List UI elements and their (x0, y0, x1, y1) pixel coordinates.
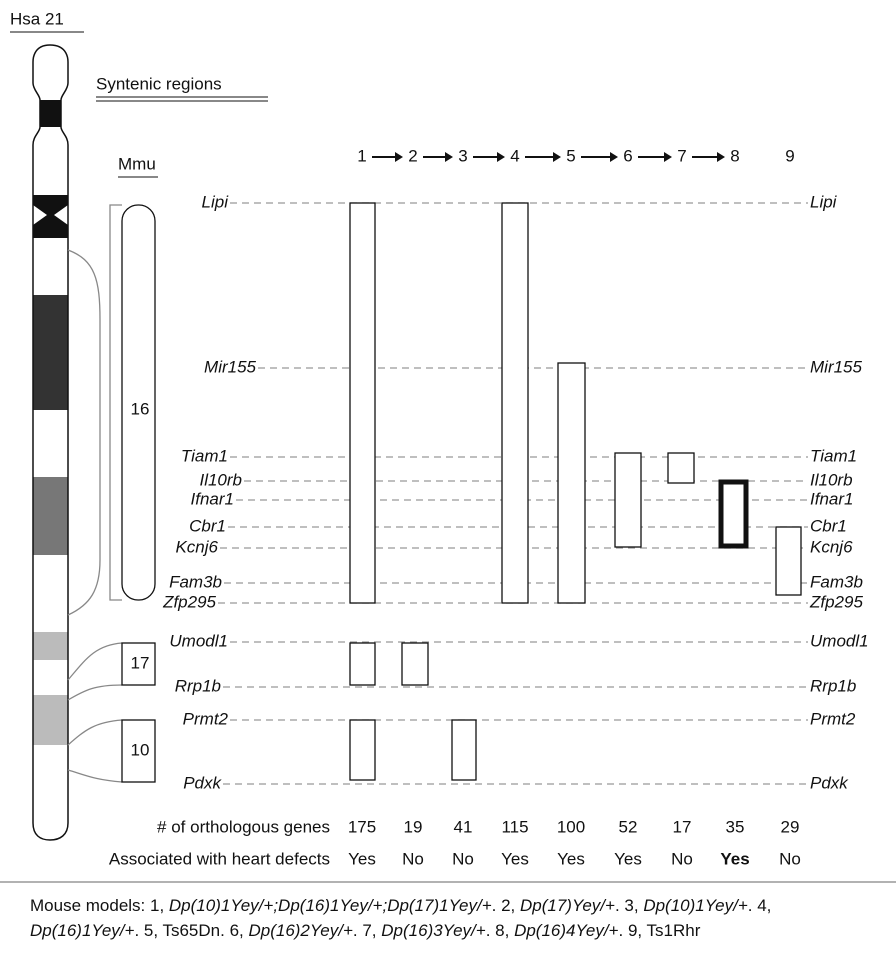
mmu-block-label: 10 (131, 740, 150, 759)
model-number: 7 (677, 146, 686, 165)
gene-count: 175 (348, 817, 376, 836)
caption-run: Dp(10)1Yey/+;Dp(16)1Yey/+;Dp(17)1Yey/+ (169, 896, 492, 915)
caption-run: Dp(17)Yey/+ (520, 896, 615, 915)
heart-defect: Yes (501, 849, 529, 868)
arrow-head (497, 152, 505, 162)
caption-run: . 9, Ts1Rhr (619, 921, 701, 940)
caption-run: . 3, (615, 896, 643, 915)
heart-defect: Yes (720, 849, 749, 868)
caption-run: . 7, (353, 921, 381, 940)
heart-defect: No (671, 849, 693, 868)
gene-count: 29 (781, 817, 800, 836)
caption-run: . 4, (748, 896, 772, 915)
gene-label: Il10rb (199, 470, 242, 489)
arrow-head (717, 152, 725, 162)
gene-label: Tiam1 (810, 446, 857, 465)
gene-label: Umodl1 (169, 631, 228, 650)
heart-defect-label: Associated with heart defects (109, 849, 330, 868)
gene-count: 41 (454, 817, 473, 836)
arrow-head (664, 152, 672, 162)
gene-label: Fam3b (810, 572, 863, 591)
gene-label: Kcnj6 (175, 537, 218, 556)
gene-label: Ifnar1 (810, 489, 853, 508)
gene-label: Umodl1 (810, 631, 869, 650)
caption: Mouse models: 1, Dp(10)1Yey/+;Dp(16)1Yey… (30, 893, 880, 943)
heart-defect: No (402, 849, 424, 868)
gene-label: Pdxk (183, 773, 222, 792)
gene-count: 115 (501, 817, 528, 836)
model-number: 4 (510, 146, 519, 165)
model-number: 8 (730, 146, 739, 165)
gene-label: Lipi (810, 192, 838, 211)
gene-label: Kcnj6 (810, 537, 853, 556)
gene-label: Mir155 (204, 357, 257, 376)
segments (350, 203, 801, 780)
mmu-block-label: 17 (131, 653, 150, 672)
connectors (68, 205, 122, 782)
gene-label: Cbr1 (810, 516, 847, 535)
gene-count: 35 (726, 817, 745, 836)
gene-label: Zfp295 (162, 592, 216, 611)
caption-run: . 2, (492, 896, 520, 915)
model-number: 1 (357, 146, 366, 165)
caption-run: Mouse models: 1, (30, 896, 169, 915)
mmu-blocks (122, 205, 155, 782)
caption-run: . 5, Ts65Dn. 6, (134, 921, 248, 940)
gene-label: Prmt2 (810, 709, 856, 728)
arrow-head (395, 152, 403, 162)
heart-defect: Yes (348, 849, 376, 868)
caption-run: Dp(16)4Yey/+ (514, 921, 618, 940)
section-title: Syntenic regions (96, 74, 222, 93)
chromosome-label: Hsa 21 (10, 9, 64, 28)
caption-run: Dp(16)1Yey/+ (30, 921, 134, 940)
arrow-head (445, 152, 453, 162)
model-number: 2 (408, 146, 417, 165)
caption-run: Dp(16)2Yey/+ (248, 921, 352, 940)
caption-run: . 8, (486, 921, 514, 940)
heart-defect: No (452, 849, 474, 868)
gene-label: Rrp1b (175, 676, 221, 695)
gene-count: 17 (673, 817, 692, 836)
caption-run: Dp(16)3Yey/+ (381, 921, 485, 940)
gene-label: Il10rb (810, 470, 853, 489)
gene-label: Cbr1 (189, 516, 226, 535)
gene-count: 100 (557, 817, 585, 836)
gene-label: Fam3b (169, 572, 222, 591)
model-number: 9 (785, 146, 794, 165)
gene-count: 19 (404, 817, 423, 836)
gene-label: Prmt2 (183, 709, 229, 728)
gene-label: Tiam1 (181, 446, 228, 465)
mmu-label: Mmu (118, 154, 156, 173)
gene-label: Mir155 (810, 357, 863, 376)
arrow-head (610, 152, 618, 162)
heart-defect: No (779, 849, 801, 868)
gene-count-label: # of orthologous genes (157, 817, 330, 836)
page: Hsa 21 Syntenic regions Mmu 16 17 10 Lip… (0, 0, 896, 977)
arrow-head (553, 152, 561, 162)
gene-count: 52 (619, 817, 638, 836)
heart-defect: Yes (614, 849, 642, 868)
mmu-block-label: 16 (131, 399, 150, 418)
caption-run: Dp(10)1Yey/+ (643, 896, 747, 915)
model-number: 3 (458, 146, 467, 165)
chromosome (33, 45, 68, 840)
diagram: Hsa 21 Syntenic regions Mmu 16 17 10 Lip… (0, 0, 896, 885)
gene-label: Lipi (202, 192, 230, 211)
heart-defect: Yes (557, 849, 585, 868)
gene-label: Rrp1b (810, 676, 856, 695)
gene-label: Pdxk (810, 773, 849, 792)
model-number: 5 (566, 146, 575, 165)
model-number: 6 (623, 146, 632, 165)
gene-label: Zfp295 (809, 592, 863, 611)
gene-label: Ifnar1 (191, 489, 234, 508)
